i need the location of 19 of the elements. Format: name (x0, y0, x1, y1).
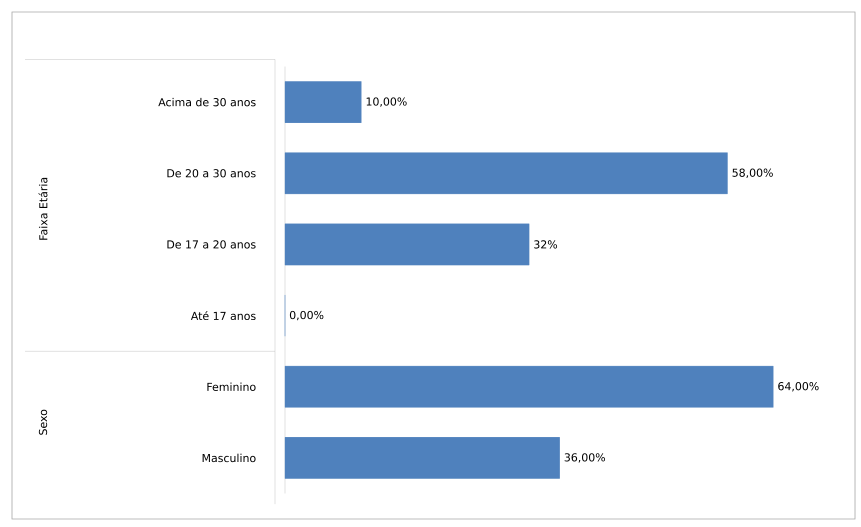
y-tick-label: Acima de 30 anos (158, 98, 256, 106)
data-label: 10,00% (366, 97, 407, 107)
data-label: 36,00% (564, 453, 606, 463)
text: Faixa Etária (38, 178, 48, 240)
bar (284, 437, 560, 479)
text: Sexo (38, 410, 48, 435)
y-tick-label: De 17 a 20 anos (167, 240, 256, 249)
bar (284, 152, 728, 194)
data-label: 64,00% (778, 382, 819, 392)
data-label: 0,00% (290, 310, 324, 320)
bar (284, 366, 774, 408)
y-tick-label: Feminino (207, 382, 256, 391)
data-label: 58,00% (732, 168, 773, 178)
data-label: 32% (534, 240, 558, 249)
bar (284, 224, 530, 266)
bar (284, 81, 362, 123)
y-tick-label: De 20 a 30 anos (167, 169, 256, 178)
y-tick-label: Até 17 anos (190, 311, 256, 320)
y-tick-label: Masculino (202, 454, 256, 462)
